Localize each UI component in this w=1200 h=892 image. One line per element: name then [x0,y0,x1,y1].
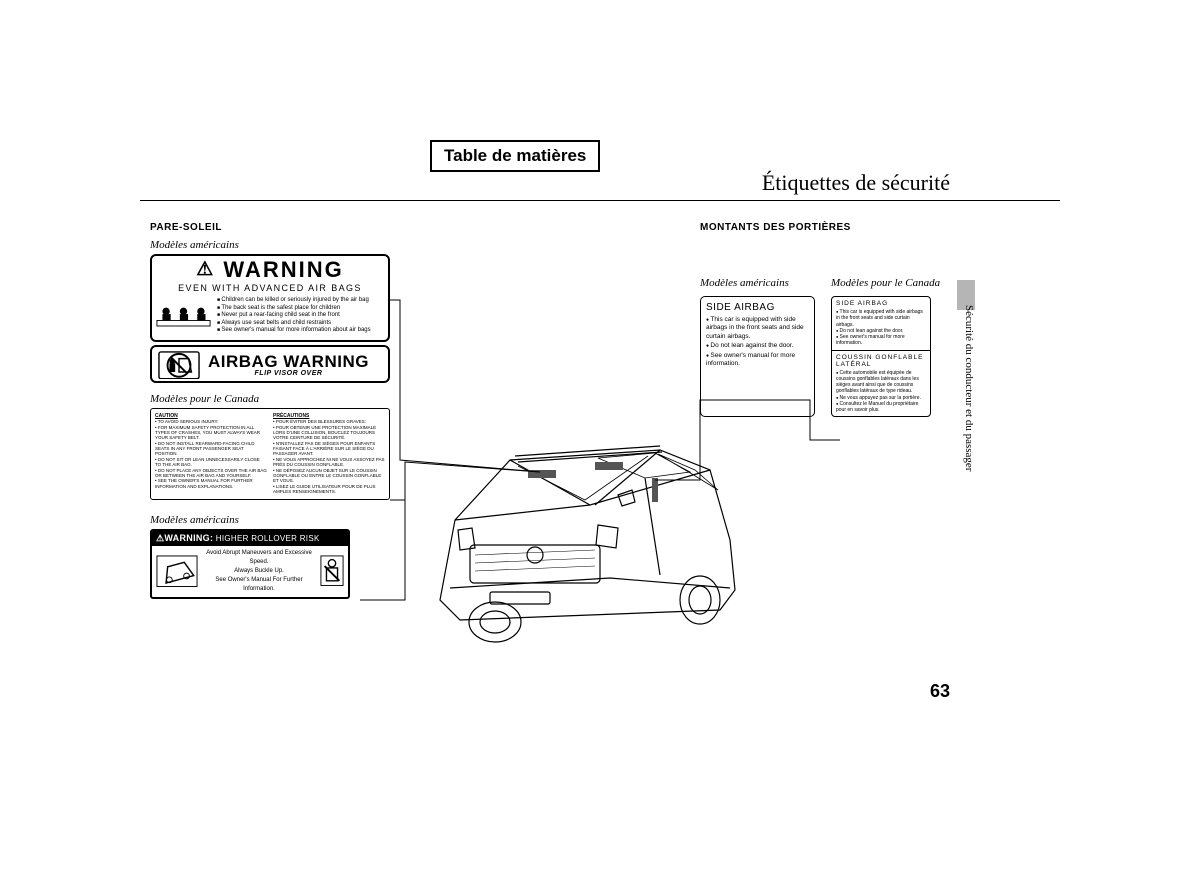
section-montants: MONTANTS DES PORTIÈRES [700,222,960,233]
flip-visor-text: FLIP VISOR OVER [208,370,369,377]
caution-line: SEE THE OWNER'S MANUAL FOR FURTHER INFOR… [155,478,267,489]
label-models-us-2: Modèles américains [150,514,390,526]
ca-item: Consultez le Manuel du propriétaire pour… [836,401,926,414]
warn-bullet: See owner's manual for more information … [217,327,371,335]
right-column: MONTANTS DES PORTIÈRES Modèles américain… [700,222,960,417]
side-airbag-item: This car is equipped with side airbags i… [706,316,809,341]
ca-item: Cette automobile est équipée de coussins… [836,370,926,395]
side-airbag-title: SIDE AIRBAG [706,302,809,313]
caution-line: POUR OBTENIR UNE PROTECTION MAXIMALE LOR… [273,425,385,441]
warn-bullet: Always use seat belts and child restrain… [217,320,371,328]
ca-sec2-title: COUSSIN GONFLABLE LATÉRAL [836,354,926,368]
label-models-ca-1: Modèles pour le Canada [150,393,390,405]
warning-triangle-icon: ⚠ [196,260,215,279]
no-child-seat-icon [158,351,200,380]
caution-line: N'INSTALLEZ PAS DE SIÈGES POUR ENFANTS F… [273,441,385,457]
toc-label: Table de matières [444,146,586,165]
side-tab-text: Sécurité du conducteur et du passager [963,305,975,471]
rollover-text: HIGHER ROLLOVER RISK [216,534,320,543]
toc-box: Table de matières [430,140,600,172]
airbag-warning-box: AIRBAG WARNING FLIP VISOR OVER [150,345,390,384]
caution-line: NE VOUS APPROCHEZ NI NE VOUS ASSOYEZ PAS… [273,457,385,468]
warning-box-advanced-airbags: ⚠ WARNING EVEN WITH ADVANCED AIR BAGS Ch… [150,254,390,342]
section-pare-soleil: PARE-SOLEIL [150,222,390,233]
roll-line: Always Buckle Up. [202,567,316,576]
roll-line: Avoid Abrupt Maneuvers and Excessive Spe… [202,549,316,567]
caution-bilingual-box: CAUTION TO AVOID SERIOUS INJURY: FOR MAX… [150,408,390,499]
roll-line: See Owner's Manual For Further Informati… [202,576,316,594]
ca-sec1-title: SIDE AIRBAG [836,300,926,307]
warn-bullet: The back seat is the safest place for ch… [217,305,371,313]
caution-line: DO NOT PLACE ANY OBJECTS OVER THE AIR BA… [155,468,267,479]
side-airbag-item: See owner's manual for more information. [706,352,809,369]
rollover-prefix: ⚠WARNING: [156,533,213,543]
ca-item: Ne vous appuyez pas sur la portière. [836,395,926,401]
rollover-warning-box: ⚠WARNING: HIGHER ROLLOVER RISK Avoid Abr… [150,529,350,599]
caution-french: PRÉCAUTIONS POUR ÉVITER DES BLESSURES GR… [273,413,385,494]
warning-header: ⚠ WARNING [156,259,384,281]
caution-english: CAUTION TO AVOID SERIOUS INJURY: FOR MAX… [155,413,267,494]
child-seat-icon [156,304,211,328]
vehicle-illustration [400,400,760,660]
page-title: Étiquettes de sécurité [762,170,950,196]
seatbelt-icon [320,555,344,586]
side-airbag-item: Do not lean against the door. [706,342,809,350]
suv-diagram-icon [400,400,760,660]
rollover-car-icon [156,555,198,587]
warning-title: WARNING [223,257,343,282]
rollover-body-text: Avoid Abrupt Maneuvers and Excessive Spe… [202,549,316,594]
label-models-us-1: Modèles américains [150,239,390,251]
ca-item: This car is equipped with side airbags i… [836,309,926,328]
side-airbag-ca-box: SIDE AIRBAG This car is equipped with si… [831,296,931,417]
warn-bullet: Children can be killed or seriously inju… [217,297,371,305]
left-column: PARE-SOLEIL Modèles américains ⚠ WARNING… [150,222,390,599]
caution-line: LISEZ LE GUIDE UTILISATEUR POUR DE PLUS … [273,484,385,495]
caution-line: DO NOT SIT OR LEAN UNNECESSARILY CLOSE T… [155,457,267,468]
warning-bullets: Children can be killed or seriously inju… [217,297,371,335]
ca-item: See owner's manual for more information. [836,334,926,347]
warn-bullet: Never put a rear-facing child seat in th… [217,312,371,320]
caution-line: DO NOT INSTALL REARWARD-FACING CHILD SEA… [155,441,267,457]
label-models-us-r: Modèles américains [700,277,815,289]
title-rule [140,200,1060,201]
rollover-header: ⚠WARNING: HIGHER ROLLOVER RISK [152,531,348,546]
caution-line: FOR MAXIMUM SAFETY PROTECTION IN ALL TYP… [155,425,267,441]
page-number: 63 [930,681,950,702]
caution-line: NE DÉPOSEZ AUCUN OBJET SUR LE COUSSIN GO… [273,468,385,484]
label-models-ca-r: Modèles pour le Canada [831,277,940,289]
airbag-warning-title: AIRBAG WARNING [208,353,369,370]
warning-subtitle: EVEN WITH ADVANCED AIR BAGS [156,283,384,293]
